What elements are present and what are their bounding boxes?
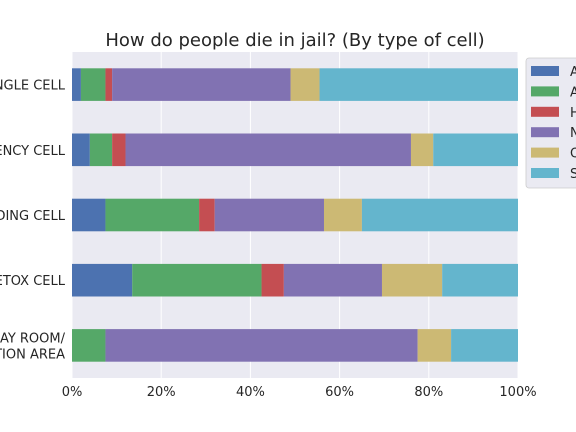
bar-segment bbox=[112, 133, 126, 167]
bar-segment bbox=[261, 263, 284, 297]
bar-segment bbox=[125, 133, 411, 167]
bar-segment bbox=[105, 329, 418, 362]
legend-label: O bbox=[570, 147, 576, 162]
x-tick-label: 100% bbox=[499, 385, 536, 400]
legend-swatch bbox=[531, 147, 559, 158]
bar-segment bbox=[199, 198, 215, 232]
legend-swatch bbox=[531, 66, 559, 76]
legend-label: S bbox=[570, 167, 576, 182]
bar-segment bbox=[89, 133, 113, 167]
bar-segment bbox=[105, 68, 113, 101]
bar-segment bbox=[72, 329, 106, 362]
legend-swatch bbox=[531, 106, 559, 117]
bar-segment bbox=[433, 133, 518, 167]
y-tick-labels: SINGLE CELL EMERGENCY CELL HOLDING CELL DET… bbox=[0, 79, 66, 363]
y-tick-label: HOLDING CELL bbox=[0, 209, 66, 224]
bar-segment bbox=[112, 68, 291, 101]
bar-segment bbox=[132, 263, 262, 297]
y-tick-label: RECREATION AREA bbox=[0, 347, 65, 362]
legend-swatch bbox=[531, 168, 559, 178]
bar-segment bbox=[442, 263, 518, 297]
bar-segment bbox=[323, 198, 362, 232]
bar-segment bbox=[72, 263, 133, 297]
x-tick-label: 20% bbox=[147, 385, 176, 400]
bar-segment bbox=[417, 329, 452, 362]
x-tick-label: 80% bbox=[414, 385, 443, 400]
y-tick-label: SINGLE CELL bbox=[0, 79, 66, 94]
legend-label: A bbox=[570, 85, 576, 100]
bar-segment bbox=[290, 68, 320, 101]
chart-title: How do people die in jail? (By type of c… bbox=[105, 30, 484, 51]
bar-segment bbox=[72, 133, 90, 167]
bar-segment bbox=[214, 198, 324, 232]
bar-segment bbox=[410, 133, 434, 167]
bar-segment bbox=[72, 68, 81, 101]
bars bbox=[72, 68, 518, 362]
bar-segment bbox=[80, 68, 106, 101]
x-tick-labels: 0% 20% 40% 60% 80% 100% bbox=[62, 385, 537, 400]
legend-label: A bbox=[570, 65, 576, 80]
bar-segment bbox=[283, 263, 382, 297]
y-tick-label: DETOX CELL bbox=[0, 274, 66, 289]
bar-segment bbox=[319, 68, 518, 101]
x-tick-label: 60% bbox=[325, 385, 354, 400]
legend-label: N bbox=[570, 126, 576, 141]
y-tick-label: DAY ROOM/ bbox=[0, 331, 66, 346]
x-tick-label: 0% bbox=[62, 385, 83, 400]
y-tick-label: EMERGENCY CELL bbox=[0, 144, 66, 159]
bar-segment bbox=[72, 198, 106, 232]
bar-segment bbox=[381, 263, 443, 297]
legend-label: H bbox=[570, 106, 576, 121]
bar-segment bbox=[361, 198, 518, 232]
bar-segment bbox=[105, 198, 200, 232]
legend-swatch bbox=[531, 86, 559, 97]
bar-segment bbox=[451, 329, 518, 362]
legend-swatch bbox=[531, 127, 559, 138]
x-tick-label: 40% bbox=[236, 385, 265, 400]
